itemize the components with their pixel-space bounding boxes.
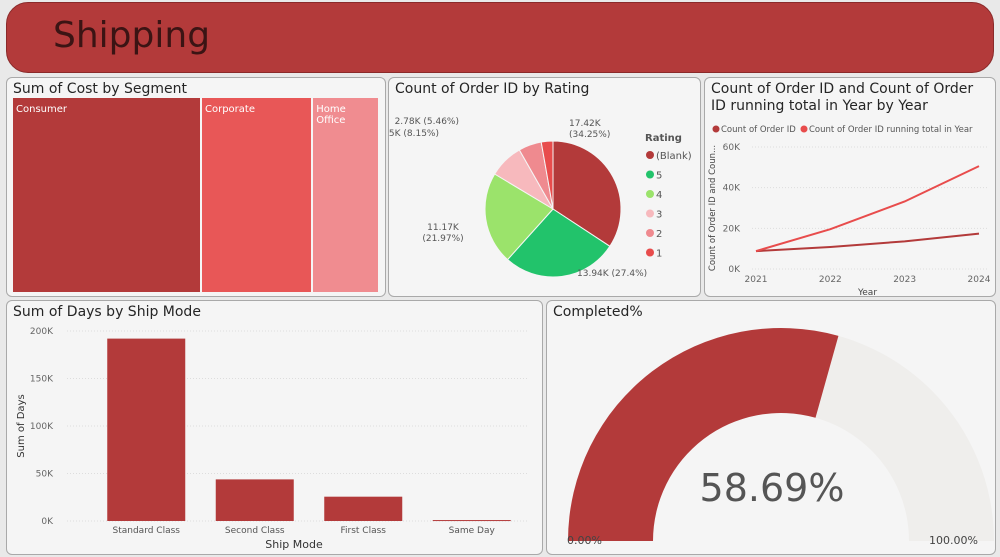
pie-data-label: (21.97%) [422,234,463,244]
legend-marker [646,209,654,218]
treemap-panel[interactable]: Sum of Cost by Segment Consumer Corporate… [6,77,386,297]
pie-slice-1 [540,140,554,210]
y-tick-label: 40K [723,184,741,194]
pie-data-label: (34.25%) [569,130,610,140]
gauge-panel[interactable]: Completed% 58.69% 0.00% 100.00% [546,300,996,555]
gauge-fill [568,328,839,541]
y-tick-label: 200K [30,327,54,337]
bar-chart[interactable]: 0K 50K 100K 150K 200K Standard Class Second Cl… [7,301,544,556]
gauge-chart[interactable] [547,301,997,556]
x-axis-title: Year [857,288,877,298]
series-line-1 [755,165,980,253]
pie-slice-4 [484,173,554,261]
x-tick-label: 2024 [968,275,991,285]
legend-label: Count of Order ID running total in Year [809,125,973,135]
y-tick-label: 100K [30,422,54,432]
gauge-value: 58.69% [699,466,845,510]
legend-label: 2 [656,229,662,240]
y-tick-label: 0K [41,517,54,527]
legend-marker [646,190,654,198]
bar-title: Sum of Days by Ship Mode [13,304,201,320]
gauge-title: Completed% [553,304,643,320]
x-tick-label: First Class [341,526,387,536]
x-tick-label: Second Class [225,526,285,536]
legend-marker [646,151,654,159]
legend-marker [800,125,808,133]
pie-panel[interactable]: Count of Order ID by Rating 17.42K (34.25… [388,77,701,297]
x-tick-label: 2022 [819,275,842,285]
x-axis-title: Ship Mode [265,538,323,551]
legend-marker [646,170,654,179]
gauge-max-label: 100.00% [929,534,978,547]
bar [107,338,186,521]
y-tick-label: 50K [36,470,54,480]
x-tick-label: 2021 [745,275,768,285]
pie-legend-title: Rating [645,133,682,144]
bar-panel[interactable]: Sum of Days by Ship Mode 0K 50K 100K 150K 20… [6,300,543,555]
legend-label: 1 [656,249,662,260]
x-tick-label: Standard Class [113,526,181,536]
series-line-0 [755,232,980,253]
y-tick-label: 60K [723,143,741,153]
legend-label: 4 [656,190,662,201]
y-tick-label: 0K [728,265,741,275]
line-chart[interactable]: 0K 20K 40K 60K 2021 2022 2023 2024 Year Count of … [705,78,997,298]
treemap-tile[interactable]: Home Office [313,98,378,292]
x-tick-label: Same Day [449,526,496,536]
legend-marker [712,125,720,133]
legend-label: 5 [656,171,662,182]
bar [324,496,403,521]
x-tick-label: 2023 [893,275,916,285]
treemap-tile-label: Home Office [316,104,346,126]
pie-data-label: 17.42K [569,119,602,129]
page-title: Shipping [53,15,211,56]
legend-label: (Blank) [656,151,692,162]
legend-label: Count of Order ID [721,125,796,135]
pie-data-label: 2.78K (5.46%) [395,117,459,127]
treemap-tile[interactable]: Consumer [13,98,200,292]
gauge-min-label: 0.00% [567,534,602,547]
y-axis-title: Sum of Days [16,394,27,457]
pie-data-label: 4.15K (8.15%) [389,129,439,139]
y-tick-label: 20K [723,224,741,234]
treemap-tile-label: Corporate [205,104,255,115]
y-tick-label: 150K [30,375,54,385]
pie-data-label: 13.94K (27.4%) [577,269,647,279]
pie-chart[interactable]: 17.42K(34.25%) 13.94K (27.4%) 11.17K(21.97… [389,78,702,298]
treemap-tile[interactable]: Corporate [202,98,312,292]
legend-label: 3 [656,210,662,221]
treemap-title: Sum of Cost by Segment [13,81,187,97]
legend-marker [646,248,654,257]
pie-data-label: 11.17K [427,223,460,233]
y-axis-title: Count of Order ID and Coun... [708,145,718,271]
pie-title: Count of Order ID by Rating [395,81,590,97]
pie-slice-5 [506,208,611,278]
treemap-tile-label: Consumer [16,104,67,115]
legend-marker [646,229,654,237]
header-banner: Shipping [6,2,994,73]
line-panel[interactable]: Count of Order ID and Count of Order ID … [704,77,997,298]
line-title: Count of Order ID and Count of Order ID … [711,81,974,114]
bar [432,520,511,522]
bar [215,479,294,521]
